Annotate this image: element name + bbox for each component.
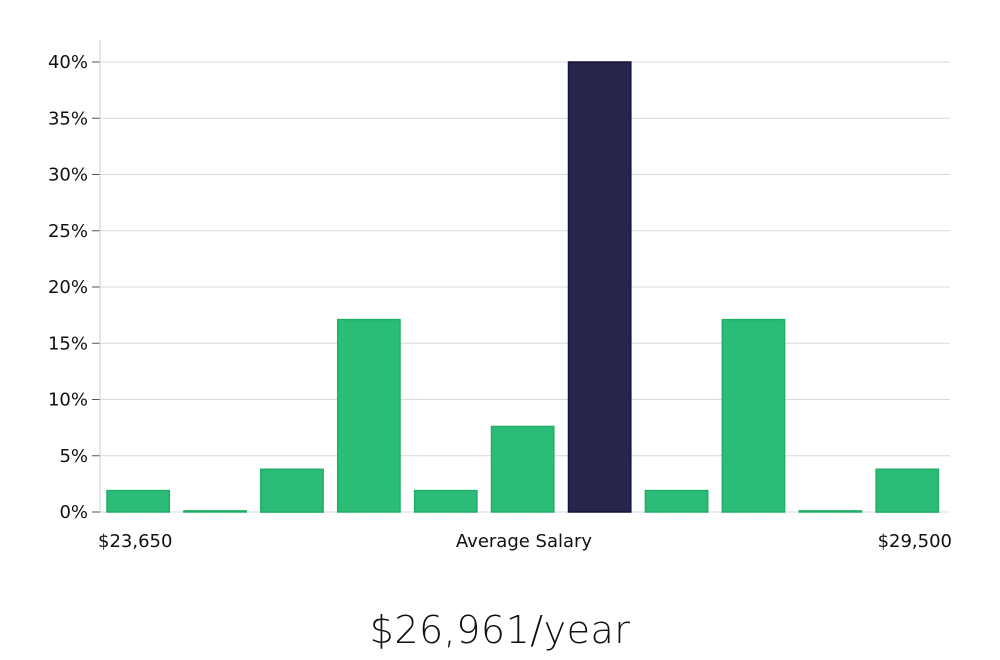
bar: [413, 489, 478, 513]
bar: [490, 425, 555, 513]
average-salary-value: $26,961/year: [369, 608, 631, 652]
y-tick-label: 10%: [48, 390, 88, 411]
salary-distribution-chart: 0% 5% 10% 15% 20% 25% 30% 35% 40% $23,650 Averag…: [48, 40, 952, 552]
bar: [106, 489, 171, 513]
y-tick-label: 40%: [48, 52, 88, 73]
y-axis-ticks: 0% 5% 10% 15% 20% 25% 30% 35% 40%: [48, 52, 100, 523]
bar: [260, 468, 324, 513]
x-label-right: $29,500: [878, 531, 952, 552]
y-tick-label: 30%: [48, 165, 88, 186]
bar-highlighted: [567, 61, 632, 513]
x-label-left: $23,650: [98, 531, 172, 552]
x-label-center: Average Salary: [456, 531, 593, 552]
bar: [875, 468, 940, 513]
y-tick-label: 15%: [48, 333, 88, 354]
y-tick-label: 20%: [48, 277, 88, 298]
y-tick-label: 0%: [59, 502, 88, 523]
y-tick-label: 5%: [59, 446, 88, 467]
y-tick-label: 35%: [48, 108, 88, 129]
bar: [644, 489, 709, 513]
gridlines: [100, 61, 950, 513]
bar: [798, 510, 863, 513]
bar: [721, 318, 786, 513]
bar: [336, 318, 401, 513]
y-tick-label: 25%: [48, 221, 88, 242]
bars: [106, 61, 940, 513]
bar: [183, 510, 247, 513]
